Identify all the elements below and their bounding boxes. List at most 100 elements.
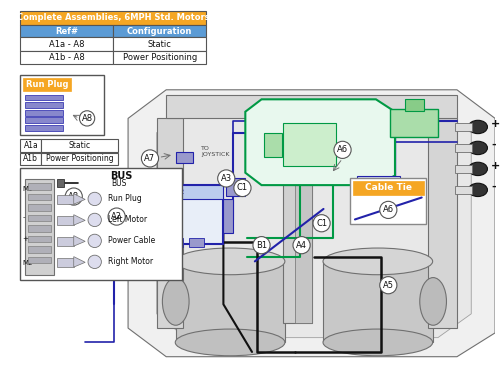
Circle shape <box>293 237 310 254</box>
Bar <box>114 25 206 38</box>
Text: A1a - A8: A1a - A8 <box>49 39 84 48</box>
Text: Power Cable: Power Cable <box>108 236 156 245</box>
Polygon shape <box>74 236 85 246</box>
Bar <box>25 117 64 123</box>
Bar <box>28 214 51 221</box>
Circle shape <box>88 234 102 248</box>
Bar <box>128 200 140 233</box>
Bar <box>56 237 74 246</box>
Circle shape <box>334 141 351 158</box>
Text: A3: A3 <box>220 174 232 183</box>
Ellipse shape <box>176 248 285 275</box>
Circle shape <box>88 192 102 206</box>
Text: Right Motor: Right Motor <box>108 257 153 266</box>
Circle shape <box>234 179 251 196</box>
Text: C1: C1 <box>237 183 248 192</box>
Text: +: + <box>22 237 28 243</box>
Bar <box>284 123 336 166</box>
Bar <box>114 38 206 51</box>
Bar <box>25 125 64 131</box>
Ellipse shape <box>468 162 487 176</box>
Bar <box>23 78 71 91</box>
Polygon shape <box>246 99 395 185</box>
Text: +: + <box>492 119 500 129</box>
Bar <box>324 261 433 342</box>
Text: C1: C1 <box>316 219 327 228</box>
Bar <box>224 200 233 233</box>
Bar <box>404 99 423 111</box>
Circle shape <box>108 208 125 225</box>
Polygon shape <box>74 214 85 225</box>
Bar <box>455 165 472 173</box>
Ellipse shape <box>162 278 189 325</box>
Polygon shape <box>128 90 495 357</box>
Text: A8: A8 <box>68 192 80 201</box>
Bar <box>390 109 438 138</box>
Bar <box>295 133 312 323</box>
Bar <box>56 258 74 267</box>
Bar <box>20 10 206 25</box>
Bar <box>114 51 206 64</box>
Text: Power Positioning: Power Positioning <box>46 154 114 164</box>
Text: A2: A2 <box>111 212 122 221</box>
Bar <box>25 102 64 108</box>
Bar <box>138 185 224 200</box>
Circle shape <box>353 189 370 206</box>
Text: Static: Static <box>148 39 172 48</box>
Text: Left Motor: Left Motor <box>108 215 147 224</box>
Text: A1b - A8: A1b - A8 <box>49 53 84 62</box>
Bar <box>284 133 312 323</box>
Bar <box>28 183 51 190</box>
Bar <box>42 153 117 165</box>
Bar <box>226 178 246 196</box>
Circle shape <box>65 188 82 205</box>
Circle shape <box>88 255 102 268</box>
Circle shape <box>313 214 330 232</box>
Bar <box>25 110 64 116</box>
Ellipse shape <box>323 329 432 356</box>
Bar <box>138 185 224 244</box>
Bar <box>20 140 42 152</box>
Text: BUS: BUS <box>110 171 132 181</box>
Bar <box>455 186 472 194</box>
Bar <box>20 153 42 165</box>
Text: D1: D1 <box>356 193 368 202</box>
Bar <box>20 38 114 51</box>
Bar <box>25 94 64 100</box>
Bar <box>357 176 400 202</box>
Text: Ref#: Ref# <box>56 27 78 36</box>
Bar <box>147 237 162 247</box>
Text: Complete Assemblies, 6MPH Std. Motors: Complete Assemblies, 6MPH Std. Motors <box>17 13 210 22</box>
Text: Power Positioning: Power Positioning <box>122 53 197 62</box>
Text: A8: A8 <box>82 114 92 123</box>
Text: -: - <box>492 182 496 192</box>
Text: B1: B1 <box>256 241 267 250</box>
Circle shape <box>218 170 235 187</box>
Text: M2: M2 <box>22 260 32 266</box>
Text: BUS: BUS <box>111 179 126 188</box>
Ellipse shape <box>176 329 285 356</box>
Bar <box>56 195 74 204</box>
Text: M1: M1 <box>22 186 33 192</box>
Ellipse shape <box>420 278 446 325</box>
Ellipse shape <box>468 183 487 196</box>
Bar <box>264 133 281 156</box>
Text: Run Plug: Run Plug <box>26 80 68 89</box>
Text: Static: Static <box>68 141 90 150</box>
Text: +: + <box>492 161 500 171</box>
Bar <box>28 256 51 263</box>
Bar <box>189 237 204 247</box>
Bar <box>20 51 114 64</box>
Bar <box>56 179 64 187</box>
Bar <box>28 246 51 253</box>
Bar <box>168 237 184 247</box>
Text: A2: A2 <box>176 189 186 195</box>
Bar <box>28 204 51 211</box>
Text: -: - <box>492 140 496 150</box>
Ellipse shape <box>468 120 487 134</box>
Circle shape <box>380 277 397 294</box>
Text: A1b: A1b <box>24 154 38 164</box>
Text: TO
JOYSTICK: TO JOYSTICK <box>202 146 230 157</box>
Text: A6: A6 <box>383 206 394 214</box>
Bar <box>25 179 54 275</box>
